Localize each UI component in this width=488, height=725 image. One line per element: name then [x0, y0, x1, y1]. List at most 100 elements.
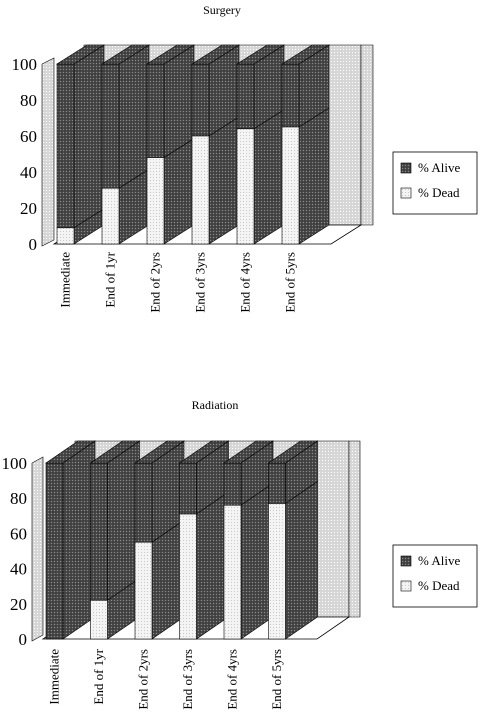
x-tick-label: Immediate	[58, 252, 73, 308]
legend-label-alive: % Alive	[418, 160, 460, 175]
x-tick-label: End of 4yrs	[238, 252, 253, 313]
y-tick-label: 80	[10, 489, 27, 508]
x-tick-label: Immediate	[47, 649, 62, 705]
x-tick-label: End of 5yrs	[283, 252, 298, 313]
bar-alive	[90, 462, 108, 601]
bar-top-face	[89, 440, 141, 464]
y-tick-label: 60	[20, 127, 37, 146]
bar-dead	[101, 187, 120, 245]
bar-0	[55, 44, 106, 245]
legend-swatch-dead	[400, 187, 412, 199]
bar-3	[190, 44, 241, 245]
bar-dead	[281, 126, 300, 245]
legend-swatch-dead	[400, 580, 412, 592]
y-tick-label: 60	[10, 524, 27, 543]
legend-box	[392, 544, 478, 608]
bar-top-face	[45, 440, 96, 464]
chart-bars	[55, 44, 331, 245]
x-tick-label: End of 5yrs	[269, 649, 284, 710]
chart-title: Radiation	[192, 398, 239, 412]
y-tick-label: 100	[12, 55, 38, 74]
bar-alive	[223, 462, 242, 506]
legend: % Alive % Dead	[392, 151, 478, 215]
chart-title: Surgery	[203, 3, 241, 17]
radiation-chart: Radiation 0 20 40 60 80 100 Immediate End of 1…	[2, 398, 478, 710]
legend-label-dead: % Dead	[418, 185, 460, 200]
x-tick-label: End of 2yrs	[148, 252, 163, 313]
bar-dead	[179, 513, 197, 640]
x-tick-label: End of 3yrs	[180, 649, 195, 710]
legend-label-alive: % Alive	[418, 553, 460, 568]
bar-dead-side	[163, 138, 195, 245]
bar-4	[223, 440, 274, 640]
y-tick-label: 0	[19, 630, 28, 649]
bar-dead	[146, 157, 165, 245]
y-tick-label: 20	[20, 199, 37, 218]
y-tick-label: 40	[10, 560, 27, 579]
bar-dead	[134, 541, 153, 640]
bar-dead	[236, 128, 255, 245]
bar-top-face	[134, 440, 185, 464]
bar-1	[89, 440, 141, 640]
bar-4	[235, 44, 286, 245]
bar-alive-side	[73, 44, 105, 229]
x-tick-label: End of 2yrs	[136, 649, 151, 710]
bar-alive	[281, 63, 300, 128]
bar-top-face	[190, 44, 241, 65]
x-tick-label: End of 1yr	[91, 648, 106, 704]
bar-top-face	[55, 44, 106, 65]
bar-5	[280, 44, 331, 245]
bar-top-face	[100, 44, 151, 65]
x-tick-label: End of 3yrs	[193, 252, 208, 313]
bar-alive	[101, 63, 120, 189]
bar-dead	[90, 599, 108, 640]
bar-dead	[191, 135, 210, 245]
y-tick-label: 20	[10, 595, 27, 614]
bar-alive	[236, 63, 255, 130]
right-wall	[360, 44, 374, 226]
y-tick-label: 80	[20, 91, 37, 110]
legend-swatch-alive	[400, 555, 412, 567]
bar-alive	[134, 462, 153, 543]
x-axis-tick-labels: Immediate End of 1yr End of 2yrs End of 3yr…	[47, 648, 285, 709]
bar-top-face	[178, 440, 230, 464]
legend-swatch-alive	[400, 162, 412, 174]
bar-top-face	[223, 440, 274, 464]
surgery-chart: Surgery 0 20 40 60 80 100 Immediate End of 1yr…	[12, 3, 478, 313]
bar-dead	[223, 504, 242, 640]
bar-alive	[56, 63, 75, 229]
bar-5	[267, 440, 319, 640]
bar-1	[100, 44, 151, 245]
side-wall	[41, 57, 55, 247]
y-axis-tick-labels: 0 20 40 60 80 100	[2, 454, 28, 649]
bar-dead-side	[298, 107, 330, 245]
y-tick-label: 0	[29, 235, 38, 254]
bar-alive-side	[118, 44, 150, 189]
bar-0	[45, 440, 96, 640]
bar-top-face	[235, 44, 286, 65]
y-axis-tick-labels: 0 20 40 60 80 100	[12, 55, 38, 254]
bar-dead	[268, 503, 286, 640]
bar-alive	[146, 63, 165, 158]
bar-top-face	[267, 440, 319, 464]
bar-alive	[45, 462, 64, 640]
bar-dead-side	[208, 116, 240, 245]
side-wall	[31, 456, 44, 642]
x-axis-tick-labels: Immediate End of 1yr End of 2yrs End of 3yr…	[58, 251, 298, 312]
bar-3	[178, 440, 230, 640]
bar-alive	[179, 462, 197, 515]
bar-2	[145, 44, 196, 245]
y-tick-label: 100	[2, 454, 28, 473]
bar-alive-side	[163, 44, 195, 159]
legend-label-dead: % Dead	[418, 578, 460, 593]
bar-alive	[268, 462, 286, 504]
legend: % Alive % Dead	[392, 544, 478, 608]
bar-alive	[191, 63, 210, 137]
legend-box	[392, 151, 478, 215]
bar-alive-side	[107, 440, 140, 601]
bar-alive-side	[62, 440, 96, 640]
bar-top-face	[280, 44, 331, 65]
y-tick-label: 40	[20, 163, 37, 182]
bar-dead	[56, 227, 75, 245]
